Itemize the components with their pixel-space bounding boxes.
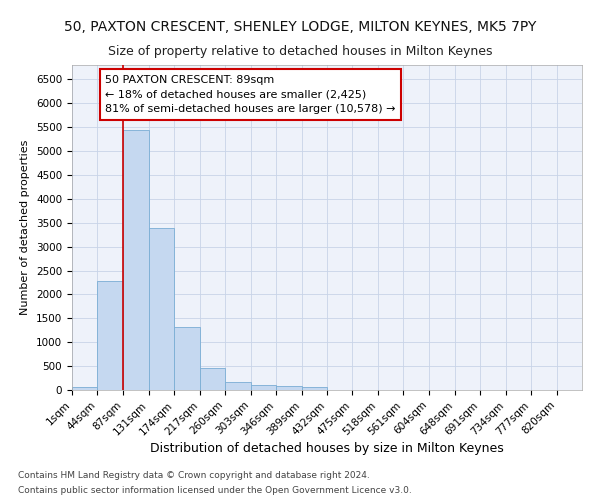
- Bar: [97, 281, 123, 390]
- X-axis label: Distribution of detached houses by size in Milton Keynes: Distribution of detached houses by size …: [150, 442, 504, 455]
- Bar: [251, 385, 276, 390]
- Text: 50 PAXTON CRESCENT: 89sqm
← 18% of detached houses are smaller (2,425)
81% of se: 50 PAXTON CRESCENT: 89sqm ← 18% of detac…: [105, 74, 395, 114]
- Text: Contains HM Land Registry data © Crown copyright and database right 2024.: Contains HM Land Registry data © Crown c…: [18, 471, 370, 480]
- Bar: [200, 368, 225, 390]
- Bar: [123, 130, 149, 390]
- Bar: [225, 382, 251, 390]
- Text: 50, PAXTON CRESCENT, SHENLEY LODGE, MILTON KEYNES, MK5 7PY: 50, PAXTON CRESCENT, SHENLEY LODGE, MILT…: [64, 20, 536, 34]
- Bar: [149, 228, 175, 390]
- Bar: [302, 388, 327, 390]
- Text: Size of property relative to detached houses in Milton Keynes: Size of property relative to detached ho…: [108, 45, 492, 58]
- Text: Contains public sector information licensed under the Open Government Licence v3: Contains public sector information licen…: [18, 486, 412, 495]
- Bar: [175, 328, 200, 390]
- Bar: [276, 386, 302, 390]
- Bar: [72, 386, 97, 390]
- Y-axis label: Number of detached properties: Number of detached properties: [20, 140, 31, 315]
